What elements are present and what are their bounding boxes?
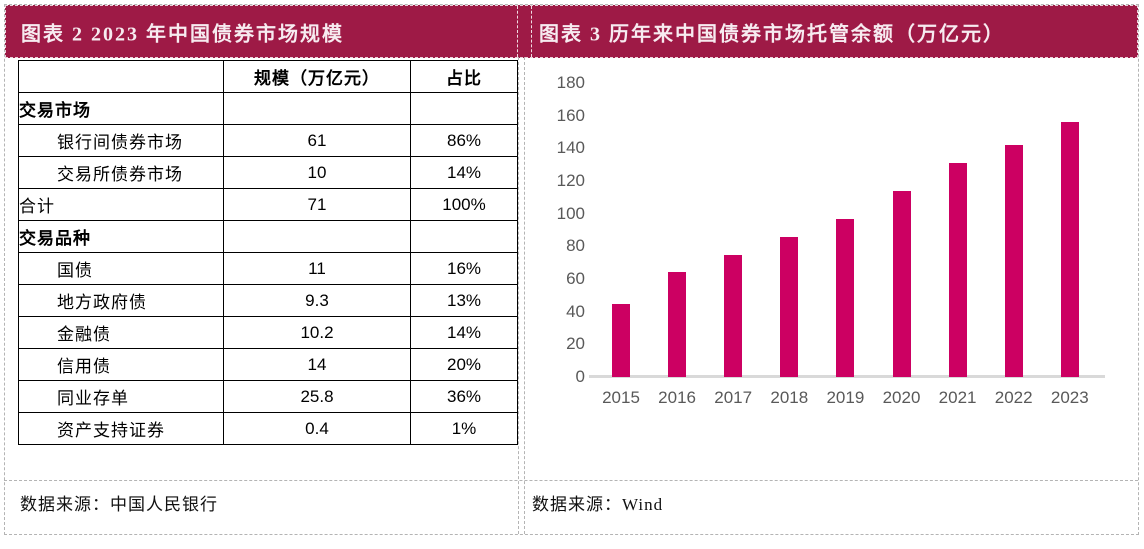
bar-2018 <box>780 236 799 377</box>
row-label-cell: 交易市场 <box>18 92 224 125</box>
row-label-cell: 金融债 <box>18 316 224 349</box>
table-row: 国债 11 16% <box>18 252 518 285</box>
panel-divider <box>524 57 525 534</box>
row-label-cell: 交易所债券市场 <box>18 156 224 189</box>
share-value-cell: 16% <box>410 252 518 285</box>
scale-value-cell: 25.8 <box>223 380 411 413</box>
bar-2019 <box>836 218 855 377</box>
bond-market-table: 规模（万亿元） 占比 交易市场 银行间债券市场 61 86% 交易所债券市场 10 14% 合计… <box>18 60 518 445</box>
row-label-cell: 地方政府债 <box>18 284 224 317</box>
table-head: 规模（万亿元） 占比 <box>18 60 518 93</box>
share-value-cell <box>410 220 518 253</box>
table-row: 金融债 10.2 14% <box>18 316 518 349</box>
scale-value-cell: 11 <box>223 252 411 285</box>
y-axis-tick-label: 120 <box>556 171 585 190</box>
share-value-cell: 1% <box>410 412 518 445</box>
scale-value-cell: 61 <box>223 124 411 157</box>
y-axis-tick-label: 160 <box>556 105 585 125</box>
share-value-cell: 13% <box>410 284 518 317</box>
bar-2017 <box>724 254 743 377</box>
source-row-divider <box>4 480 1138 481</box>
bar-2020 <box>892 190 911 377</box>
table-header-row: 规模（万亿元） 占比 <box>18 60 518 93</box>
row-label-cell: 交易品种 <box>18 220 224 253</box>
table-header-cell: 占比 <box>410 60 518 93</box>
scale-value-cell <box>223 220 411 253</box>
table-row: 交易品种 <box>18 220 518 253</box>
y-axis-tick-label: 20 <box>566 334 585 354</box>
scale-value-cell: 10 <box>223 156 411 189</box>
figure-header-band: 图表 2 2023 年中国债券市场规模 图表 3 历年来中国债券市场托管余额（万… <box>5 5 1138 58</box>
bar-2021 <box>948 163 967 377</box>
y-axis-tick-label: 140 <box>556 138 585 158</box>
share-value-cell: 86% <box>410 124 518 157</box>
row-label-cell: 资产支持证券 <box>18 412 224 445</box>
x-axis-tick-label: 2022 <box>994 388 1033 407</box>
table-header-cell: 规模（万亿元） <box>223 60 411 93</box>
scale-value-cell: 9.3 <box>223 284 411 317</box>
left-figure-title: 图表 2 2023 年中国债券市场规模 <box>21 23 344 45</box>
share-value-cell <box>410 92 518 125</box>
table-row: 银行间债券市场 61 86% <box>18 124 518 157</box>
scale-value-cell: 14 <box>223 348 411 381</box>
bar-2015 <box>612 303 630 377</box>
y-axis-tick-label: 40 <box>566 301 585 321</box>
share-value-cell: 14% <box>410 156 518 189</box>
x-axis-tick-label: 2018 <box>770 388 809 407</box>
x-axis-tick-label: 2015 <box>602 388 640 407</box>
table-row: 地方政府债 9.3 13% <box>18 284 518 317</box>
table-row: 合计 71 100% <box>18 188 518 221</box>
x-axis-tick-label: 2020 <box>882 388 921 407</box>
row-label-cell: 同业存单 <box>18 380 224 413</box>
x-axis-tick-label: 2017 <box>714 388 753 407</box>
table-row: 交易所债券市场 10 14% <box>18 156 518 189</box>
left-source-note: 数据来源：中国人民银行 <box>20 495 218 514</box>
scale-value-cell <box>223 92 411 125</box>
row-label-cell: 信用债 <box>18 348 224 381</box>
table-row: 交易市场 <box>18 92 518 125</box>
bar-2016 <box>668 272 687 377</box>
panel-divider <box>518 57 519 534</box>
row-label-cell: 合计 <box>18 188 224 221</box>
bar-2022 <box>1004 145 1023 377</box>
scale-value-cell: 0.4 <box>223 412 411 445</box>
y-axis-tick-label: 0 <box>575 367 585 386</box>
bar-2023 <box>1060 122 1079 377</box>
y-axis-tick-label: 80 <box>566 236 585 256</box>
scale-value-cell: 71 <box>223 188 411 221</box>
table-body: 交易市场 银行间债券市场 61 86% 交易所债券市场 10 14% 合计 71 100% 交易品种… <box>18 92 518 445</box>
x-axis-tick-label: 2019 <box>826 388 865 407</box>
right-figure-title: 图表 3 历年来中国债券市场托管余额（万亿元） <box>539 23 1005 45</box>
header-cell-divider <box>517 6 518 57</box>
table-row: 资产支持证券 0.4 1% <box>18 412 518 445</box>
share-value-cell: 14% <box>410 316 518 349</box>
y-axis-tick-label: 60 <box>566 269 585 288</box>
share-value-cell: 20% <box>410 348 518 381</box>
row-label-cell: 国债 <box>18 252 224 285</box>
table-header-cell <box>18 60 224 93</box>
row-label-cell: 银行间债券市场 <box>18 124 224 157</box>
table-row: 同业存单 25.8 36% <box>18 380 518 413</box>
share-value-cell: 36% <box>410 380 518 413</box>
y-axis-tick-label: 100 <box>556 203 585 223</box>
bar-chart: 0 20 40 60 80 100 120 140 160 180 2015 2016 2017 2018… <box>527 58 1139 480</box>
table-row: 信用债 14 20% <box>18 348 518 381</box>
scale-value-cell: 10.2 <box>223 316 411 349</box>
share-value-cell: 100% <box>410 188 518 221</box>
x-axis-tick-label: 2023 <box>1050 388 1089 407</box>
y-axis-tick-label: 180 <box>556 73 585 92</box>
header-cell-divider <box>531 6 532 57</box>
x-axis-tick-label: 2016 <box>658 388 696 407</box>
right-source-note: 数据来源：Wind <box>532 495 664 514</box>
x-axis-tick-label: 2021 <box>938 388 977 407</box>
